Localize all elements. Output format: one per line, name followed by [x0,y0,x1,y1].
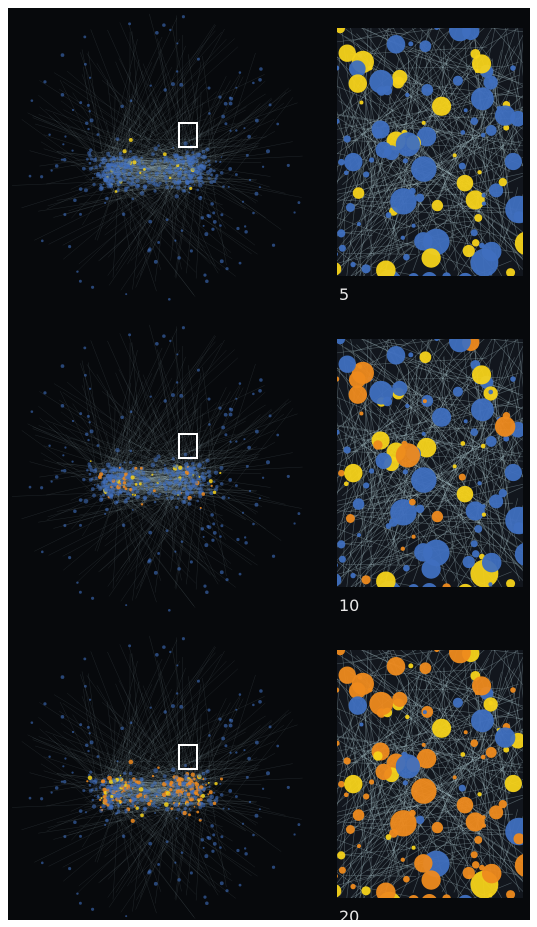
step-label: 5 [339,285,350,304]
step-label: 10 [339,596,360,615]
step-label: 20 [339,907,360,921]
zoom-region-box [178,122,198,148]
zoomed-detail [337,28,523,276]
network-overview [12,635,303,920]
zoom-region-box [178,744,198,770]
zoom-region-box [178,433,198,459]
network-overview [12,13,303,301]
panel-2: 10 [8,319,530,630]
figure-frame: 5 10 20 [8,8,530,920]
panel-1: 5 [8,8,530,319]
zoomed-detail [337,650,523,898]
zoomed-detail [337,339,523,587]
panel-3: 20 [8,630,530,920]
network-overview [12,324,303,612]
